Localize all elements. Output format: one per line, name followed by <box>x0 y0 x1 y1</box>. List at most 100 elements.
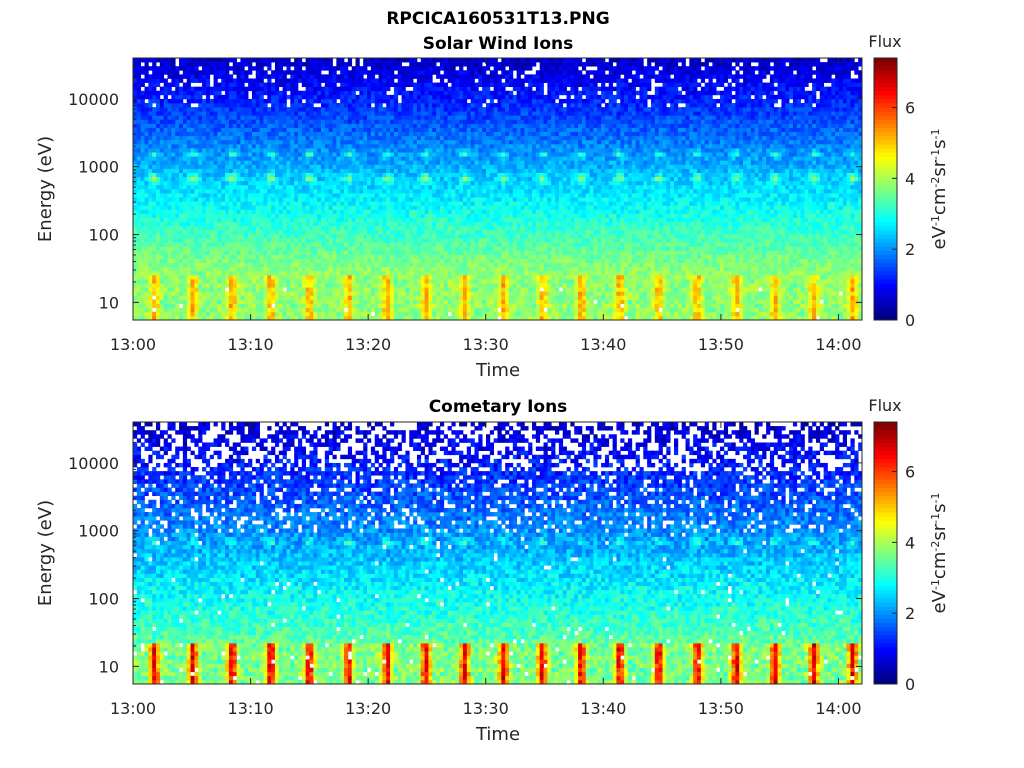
solar-wind-cell <box>137 115 141 119</box>
solar-wind-cell <box>187 160 191 164</box>
solar-wind-cell <box>148 140 152 144</box>
solar-wind-cell <box>210 287 214 291</box>
solar-wind-cell <box>133 156 137 160</box>
solar-wind-cell <box>183 169 187 173</box>
solar-wind-cell <box>191 152 195 156</box>
solar-wind-cell <box>206 238 210 242</box>
solar-wind-cell <box>198 312 202 316</box>
solar-wind-cell <box>164 287 168 291</box>
solar-wind-cell <box>133 62 137 66</box>
solar-wind-cell <box>137 185 141 189</box>
solar-wind-cell <box>175 255 179 259</box>
solar-wind-cell <box>210 263 214 267</box>
solar-wind-cell <box>206 181 210 185</box>
solar-wind-cell <box>168 119 172 123</box>
solar-wind-cell <box>145 144 149 148</box>
solar-wind-cell <box>133 119 137 123</box>
solar-wind-cell <box>202 238 206 242</box>
solar-wind-cell <box>179 283 183 287</box>
solar-wind-cell <box>141 173 145 177</box>
solar-wind-cell <box>183 136 187 140</box>
solar-wind-cell <box>164 115 168 119</box>
solar-wind-cell <box>206 140 210 144</box>
solar-wind-cell <box>175 91 179 95</box>
solar-wind-cell <box>206 177 210 181</box>
solar-wind-cell <box>171 95 175 99</box>
solar-wind-cell <box>210 197 214 201</box>
solar-wind-cell <box>198 62 202 66</box>
solar-wind-cell <box>206 160 210 164</box>
solar-wind-cell <box>160 275 164 279</box>
solar-wind-cell <box>168 148 172 152</box>
solar-wind-cell <box>152 173 156 177</box>
solar-wind-cell <box>137 209 141 213</box>
solar-wind-cell <box>133 169 137 173</box>
solar-wind-cell <box>160 128 164 132</box>
solar-wind-cell <box>168 66 172 70</box>
solar-wind-cell <box>183 66 187 70</box>
solar-wind-cell <box>183 295 187 299</box>
solar-wind-cell <box>152 95 156 99</box>
solar-wind-cell <box>152 238 156 242</box>
solar-wind-cell <box>164 181 168 185</box>
solar-wind-cell <box>191 271 195 275</box>
solar-wind-cell <box>168 185 172 189</box>
solar-wind-cell <box>183 271 187 275</box>
solar-wind-cell <box>168 177 172 181</box>
solar-wind-cell <box>160 132 164 136</box>
solar-wind-cell <box>183 238 187 242</box>
solar-wind-cell <box>194 242 198 246</box>
solar-wind-cell <box>171 255 175 259</box>
solar-wind-cell <box>156 259 160 263</box>
solar-wind-cell <box>156 263 160 267</box>
solar-wind-cell <box>206 287 210 291</box>
solar-wind-cell <box>187 214 191 218</box>
solar-wind-cell <box>133 283 137 287</box>
figure-title: RPCICA160531T13.PNG <box>386 9 609 29</box>
solar-wind-cell <box>168 132 172 136</box>
solar-wind-cell <box>179 181 183 185</box>
solar-wind-cell <box>164 300 168 304</box>
solar-wind-cell <box>198 95 202 99</box>
solar-wind-cell <box>168 87 172 91</box>
solar-wind-cell <box>187 177 191 181</box>
solar-wind-cell <box>187 169 191 173</box>
solar-wind-cell <box>168 246 172 250</box>
solar-wind-cell <box>187 189 191 193</box>
solar-wind-cell <box>194 128 198 132</box>
solar-wind-cell <box>160 287 164 291</box>
solar-wind-cell <box>187 300 191 304</box>
solar-wind-cell <box>145 234 149 238</box>
solar-wind-cell <box>206 128 210 132</box>
solar-wind-cell <box>206 267 210 271</box>
solar-wind-cell <box>168 279 172 283</box>
solar-wind-cell <box>141 148 145 152</box>
solar-wind-cell <box>148 124 152 128</box>
solar-wind-cell <box>202 91 206 95</box>
solar-wind-cell <box>175 128 179 132</box>
solar-wind-cell <box>179 193 183 197</box>
solar-wind-cell <box>164 312 168 316</box>
solar-wind-cell <box>191 169 195 173</box>
solar-wind-cell <box>198 91 202 95</box>
solar-wind-cell <box>183 209 187 213</box>
solar-wind-cell <box>160 234 164 238</box>
solar-wind-cell <box>137 70 141 74</box>
solar-wind-cell <box>210 222 214 226</box>
solar-wind-cell <box>160 66 164 70</box>
solar-wind-cell <box>145 140 149 144</box>
solar-wind-cell <box>198 144 202 148</box>
solar-wind-cell <box>198 234 202 238</box>
solar-wind-cell <box>156 99 160 103</box>
solar-wind-cell <box>156 132 160 136</box>
solar-wind-cell <box>168 189 172 193</box>
solar-wind-cell <box>202 205 206 209</box>
solar-wind-cell <box>179 279 183 283</box>
solar-wind-cell <box>148 115 152 119</box>
solar-wind-cell <box>187 201 191 205</box>
solar-wind-cell <box>171 160 175 164</box>
solar-wind-cell <box>202 144 206 148</box>
solar-wind-cell <box>206 124 210 128</box>
solar-wind-cell <box>198 214 202 218</box>
solar-wind-cell <box>168 107 172 111</box>
